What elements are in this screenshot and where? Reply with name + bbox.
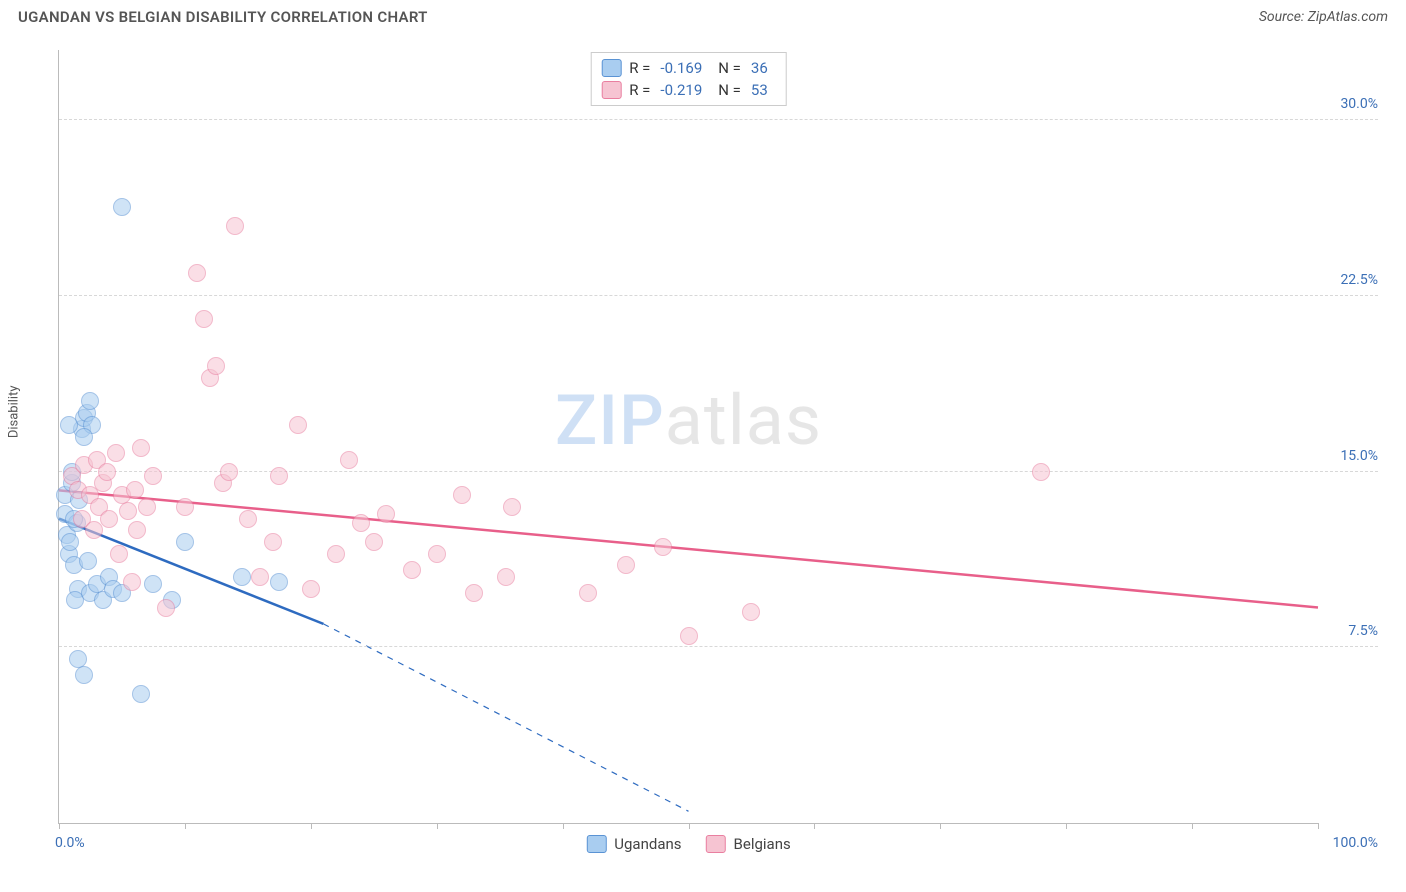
data-point	[340, 451, 358, 469]
x-tick	[1066, 823, 1067, 829]
data-point	[270, 573, 288, 591]
data-point	[220, 463, 238, 481]
data-point	[123, 573, 141, 591]
y-axis-label: Disability	[7, 385, 22, 438]
data-point	[61, 533, 79, 551]
legend-label-belgians: Belgians	[734, 835, 791, 853]
data-point	[126, 481, 144, 499]
data-point	[60, 416, 78, 434]
data-point	[107, 444, 125, 462]
swatch-ugandans	[586, 835, 606, 853]
gridline	[59, 646, 1378, 647]
data-point	[377, 505, 395, 523]
y-tick-label: 15.0%	[1323, 448, 1378, 464]
source-label: Source: ZipAtlas.com	[1259, 9, 1388, 25]
y-tick-label: 22.5%	[1323, 272, 1378, 288]
data-point	[75, 428, 93, 446]
x-min-label: 0.0%	[55, 835, 85, 851]
legend-label-ugandans: Ugandans	[614, 835, 681, 853]
trend-lines	[59, 50, 1318, 823]
data-point	[144, 575, 162, 593]
data-point	[327, 545, 345, 563]
data-point	[98, 463, 116, 481]
data-point	[579, 584, 597, 602]
data-point	[138, 498, 156, 516]
data-point	[352, 514, 370, 532]
x-tick	[814, 823, 815, 829]
data-point	[270, 467, 288, 485]
x-tick	[59, 823, 60, 829]
data-point	[79, 552, 97, 570]
data-point	[100, 510, 118, 528]
data-point	[207, 357, 225, 375]
gridline	[59, 295, 1378, 296]
data-point	[110, 545, 128, 563]
data-point	[453, 486, 471, 504]
data-point	[654, 538, 672, 556]
data-point	[188, 264, 206, 282]
swatch-belgians	[706, 835, 726, 853]
data-point	[503, 498, 521, 516]
gridline	[59, 119, 1378, 120]
data-point	[144, 467, 162, 485]
data-point	[1032, 463, 1050, 481]
legend-bottom: Ugandans Belgians	[586, 835, 790, 853]
gridline	[59, 471, 1378, 472]
data-point	[195, 310, 213, 328]
data-point	[85, 521, 103, 539]
x-tick	[689, 823, 690, 829]
x-tick	[437, 823, 438, 829]
data-point	[742, 603, 760, 621]
data-point	[81, 392, 99, 410]
data-point	[289, 416, 307, 434]
data-point	[233, 568, 251, 586]
legend-item-belgians: Belgians	[706, 835, 791, 853]
x-tick	[940, 823, 941, 829]
x-tick	[185, 823, 186, 829]
data-point	[497, 568, 515, 586]
data-point	[251, 568, 269, 586]
x-tick	[1192, 823, 1193, 829]
data-point	[465, 584, 483, 602]
data-point	[617, 556, 635, 574]
trend-line-dashed	[323, 624, 688, 811]
x-tick	[1318, 823, 1319, 829]
data-point	[176, 533, 194, 551]
data-point	[680, 627, 698, 645]
data-point	[119, 502, 137, 520]
data-point	[128, 521, 146, 539]
chart-title: UGANDAN VS BELGIAN DISABILITY CORRELATIO…	[18, 8, 428, 26]
data-point	[302, 580, 320, 598]
y-tick-label: 7.5%	[1323, 623, 1378, 639]
data-point	[132, 685, 150, 703]
x-max-label: 100.0%	[1333, 835, 1378, 851]
data-point	[69, 650, 87, 668]
data-point	[176, 498, 194, 516]
legend-item-ugandans: Ugandans	[586, 835, 681, 853]
data-point	[226, 217, 244, 235]
x-tick	[563, 823, 564, 829]
plot-area: ZIPatlas R = -0.169 N = 36 R = -0.219 N …	[58, 50, 1318, 824]
data-point	[365, 533, 383, 551]
trend-line-solid	[59, 490, 1318, 607]
data-point	[264, 533, 282, 551]
data-point	[403, 561, 421, 579]
data-point	[428, 545, 446, 563]
data-point	[239, 510, 257, 528]
y-tick-label: 30.0%	[1323, 96, 1378, 112]
data-point	[113, 198, 131, 216]
data-point	[157, 599, 175, 617]
x-tick	[311, 823, 312, 829]
data-point	[132, 439, 150, 457]
chart-container: Disability ZIPatlas R = -0.169 N = 36 R …	[18, 40, 1388, 874]
data-point	[75, 666, 93, 684]
